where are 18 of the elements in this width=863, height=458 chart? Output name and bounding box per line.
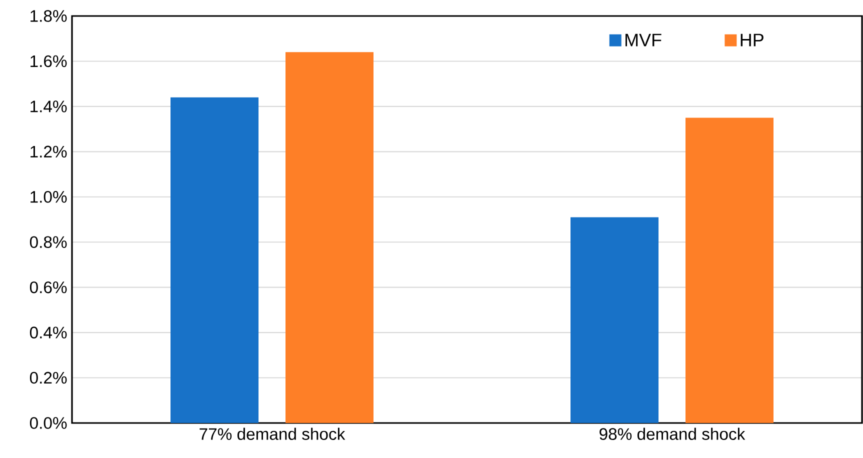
y-tick-label: 1.8% <box>30 10 67 22</box>
legend-label: MVF <box>626 34 662 46</box>
y-tick-label: 0.4% <box>30 326 67 338</box>
bar <box>685 118 774 423</box>
legend-label: HP <box>740 34 764 46</box>
bar <box>170 97 259 423</box>
y-tick-label: 0.0% <box>30 417 67 429</box>
y-tick-label: 0.8% <box>30 236 67 248</box>
x-tick-label: 77% demand shock <box>200 428 346 440</box>
bar <box>570 217 659 423</box>
y-tick-label: 1.2% <box>30 146 67 158</box>
bar <box>285 52 374 423</box>
y-tick-label: 1.6% <box>30 55 67 68</box>
x-tick-label: 98% demand shock <box>600 428 746 440</box>
y-tick-label: 0.2% <box>30 372 67 384</box>
y-tick-label: 1.0% <box>30 191 67 203</box>
y-tick-label: 1.4% <box>30 100 67 112</box>
y-tick-label: 0.6% <box>30 281 67 294</box>
